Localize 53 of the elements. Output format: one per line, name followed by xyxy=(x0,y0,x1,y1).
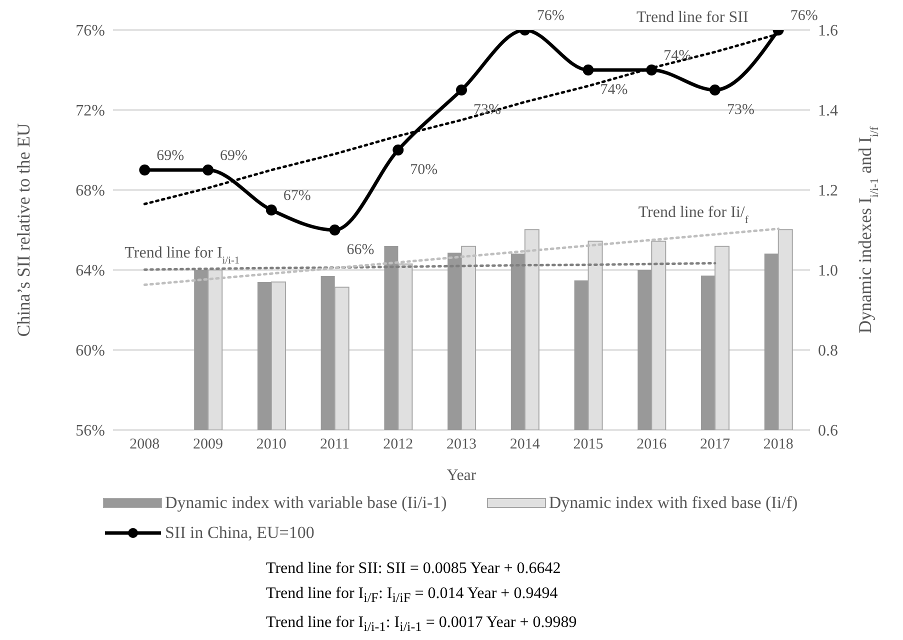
series-label: Trend line for Ii/$_{f}$ xyxy=(638,204,749,226)
text: Trend line for I$_{i/i-1}$: I$_{i/i-1}$ = 0.0017 Year + 0.9989 xyxy=(266,613,578,636)
y2-tick-label: 1.2 xyxy=(818,182,838,200)
x-tick-label: 2018 xyxy=(763,436,794,453)
point xyxy=(709,84,720,96)
x-tick-label: 2010 xyxy=(256,436,286,453)
x-tick-label: 2015 xyxy=(573,436,604,453)
data-label: 73% xyxy=(726,102,754,118)
data-label: 66% xyxy=(346,242,374,258)
point xyxy=(139,164,150,176)
y-tick-label: 76% xyxy=(76,22,105,40)
y-axis-title: China’s SII relative to the EU xyxy=(13,123,34,337)
point xyxy=(329,224,340,236)
series-label: Trend line for SII xyxy=(636,9,748,26)
y-tick-label: 64% xyxy=(76,262,105,280)
text: Trend line for I$_{i/F}$: I$_{i/iF}$ = 0.014 Year + 0.9494 xyxy=(266,584,559,608)
data-label: 76% xyxy=(790,8,818,24)
y-tick-label: 68% xyxy=(76,182,105,200)
y2-tick-label: 1.4 xyxy=(818,102,838,120)
legend-label: Dynamic index with variable base (Ii/i-1) xyxy=(165,493,447,513)
point xyxy=(266,204,277,216)
x-tick-label: 2008 xyxy=(130,436,160,453)
point xyxy=(456,84,467,96)
x-tick-label: 2013 xyxy=(446,436,476,453)
y-tick-label: 72% xyxy=(76,102,105,120)
point xyxy=(646,64,658,76)
data-label: 70% xyxy=(410,162,438,178)
y-tick-label: 56% xyxy=(76,422,105,440)
y2-tick-label: 0.6 xyxy=(818,422,838,440)
data-label: 67% xyxy=(283,188,311,204)
x-axis-title: Year xyxy=(446,467,477,484)
y2-tick-label: 1.6 xyxy=(818,22,838,40)
point xyxy=(202,164,214,176)
x-tick-label: 2012 xyxy=(383,436,414,453)
x-tick-label: 2016 xyxy=(636,436,668,453)
x-tick-label: 2011 xyxy=(320,436,350,453)
data-label: 76% xyxy=(536,8,564,24)
x-tick-label: 2014 xyxy=(510,436,540,453)
data-label: 69% xyxy=(220,148,248,164)
text: Trend line for SII: SII = 0.0085 Year + 0.6642 xyxy=(266,559,562,579)
data-label: 74% xyxy=(664,48,692,64)
point xyxy=(582,64,594,76)
x-tick-label: 2017 xyxy=(700,436,730,453)
x-tick-label: 2009 xyxy=(193,436,224,453)
legend-label: SII in China, EU=100 xyxy=(165,523,314,543)
series-label: Trend line for I$_{i/i-1}$ xyxy=(124,244,240,266)
data-label: 69% xyxy=(156,148,184,164)
point xyxy=(392,144,404,156)
y-tick-label: 60% xyxy=(76,342,105,360)
legend-label: Dynamic index with fixed base (Ii/f) xyxy=(548,493,798,513)
data-label: 74% xyxy=(600,82,628,98)
y2-tick-label: 1.0 xyxy=(818,262,838,280)
y2-tick-label: 0.8 xyxy=(818,342,838,360)
